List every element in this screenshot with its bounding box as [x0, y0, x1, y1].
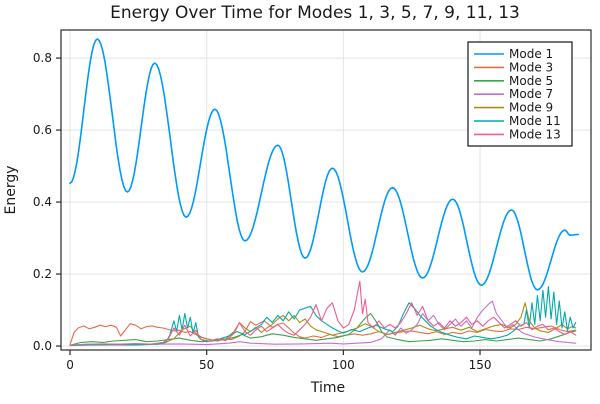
- y-axis-label: Energy: [3, 165, 19, 214]
- series-line-mode-1: [69, 38, 580, 291]
- tick-layer: 0 50 100 150 0.0 0.2 0.4 0.6 0.8: [33, 51, 492, 372]
- y-tick-label: 0.0: [33, 339, 52, 353]
- legend-label: Mode 9: [509, 101, 553, 115]
- series-layer: [69, 38, 580, 346]
- x-tick-label: 50: [199, 358, 214, 372]
- axes-frame: [60, 29, 592, 351]
- legend-label: Mode 11: [509, 114, 561, 128]
- legend-label: Mode 1: [509, 47, 553, 61]
- y-tick-label: 0.4: [33, 195, 52, 209]
- x-tick-label: 150: [469, 358, 492, 372]
- series-line-mode-9: [69, 302, 577, 346]
- x-tick-label: 100: [332, 358, 355, 372]
- chart-title: Energy Over Time for Modes 1, 3, 5, 7, 9…: [110, 3, 520, 23]
- axes-frame-layer: [60, 29, 592, 351]
- y-tick-label: 0.8: [33, 51, 52, 65]
- x-tick-label: 0: [66, 358, 74, 372]
- legend-label: Mode 3: [509, 60, 553, 74]
- legend-label: Mode 5: [509, 74, 553, 88]
- x-axis-label: Time: [310, 380, 345, 396]
- series-line-mode-7: [69, 300, 577, 346]
- y-tick-label: 0.6: [33, 123, 52, 137]
- legend-label: Mode 7: [509, 87, 553, 101]
- series-line-mode-13: [69, 280, 577, 346]
- legend-label: Mode 13: [509, 127, 561, 141]
- series-line-mode-3: [69, 320, 577, 346]
- series-line-mode-5: [69, 313, 577, 346]
- y-tick-label: 0.2: [33, 267, 52, 281]
